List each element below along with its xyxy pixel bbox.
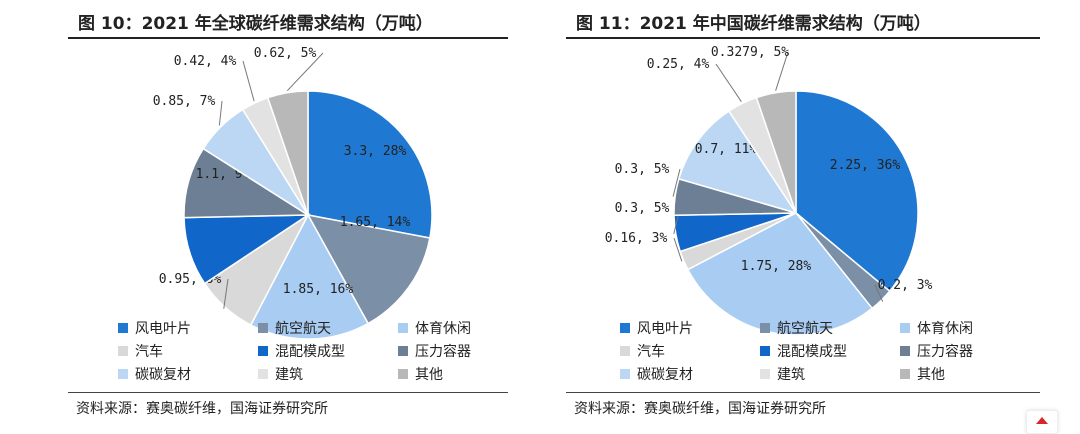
- legend-swatch: [620, 323, 630, 333]
- chart-title: 图 10：2021 年全球碳纤维需求结构（万吨）: [78, 14, 433, 34]
- legend-swatch: [760, 369, 770, 379]
- legend-item: 其他: [900, 364, 945, 384]
- slice-label: 0.2, 3%: [878, 278, 933, 293]
- source-rule: [566, 392, 1040, 393]
- title-rule: [68, 37, 508, 39]
- pie-slice: [306, 213, 431, 325]
- chart-panel-china: 图 11：2021 年中国碳纤维需求结构（万吨） 2.25, 36% 0.2, 3…: [560, 0, 1080, 429]
- legend-item: 混配模成型: [760, 341, 847, 361]
- source-note: 资料来源：赛奥碳纤维，国海证券研究所: [574, 401, 826, 417]
- legend-label: 风电叶片: [637, 321, 693, 337]
- legend-item: 航空航天: [258, 318, 331, 338]
- slice-label: 0.85, 7%: [153, 94, 216, 109]
- slice-label: 0.3, 5%: [615, 162, 670, 177]
- legend-label: 汽车: [135, 344, 163, 360]
- legend-swatch: [398, 323, 408, 333]
- legend-label: 碳碳复材: [135, 367, 191, 383]
- legend-item: 压力容器: [398, 341, 471, 361]
- legend-label: 压力容器: [415, 344, 471, 360]
- chart-panel-global: 图 10：2021 年全球碳纤维需求结构（万吨） 3.3, 28% 1.65, 1…: [0, 0, 520, 429]
- legend-item: 建筑: [760, 364, 805, 384]
- legend-label: 其他: [415, 367, 443, 383]
- slice-label: 0.3, 5%: [615, 201, 670, 216]
- legend-swatch: [258, 346, 268, 356]
- slice-label: 0.7, 11%: [695, 142, 758, 157]
- legend-swatch: [398, 346, 408, 356]
- legend-item: 体育休闲: [398, 318, 471, 338]
- slice-label: 1.65, 14%: [340, 215, 411, 230]
- legend-item: 压力容器: [900, 341, 973, 361]
- slice-label: 0.42, 4%: [174, 54, 237, 69]
- back-to-top-button[interactable]: [1026, 410, 1058, 434]
- legend-swatch: [620, 346, 630, 356]
- legend-swatch: [118, 369, 128, 379]
- legend-label: 碳碳复材: [637, 367, 693, 383]
- slice-label: 0.25, 4%: [647, 57, 710, 72]
- leader-line: [223, 278, 229, 309]
- legend-item: 体育休闲: [900, 318, 973, 338]
- legend-item: 其他: [398, 364, 443, 384]
- legend-swatch: [900, 346, 910, 356]
- leader-line: [218, 100, 223, 126]
- legend-label: 混配模成型: [275, 344, 345, 360]
- legend-label: 其他: [917, 367, 945, 383]
- chart-title: 图 11：2021 年中国碳纤维需求结构（万吨）: [576, 14, 931, 34]
- pie-chart-global: 3.3, 28%1.65, 14%1.85, 16%0.95, 8%1.06, …: [153, 46, 433, 340]
- pie-slice: [795, 90, 919, 293]
- legend-swatch: [900, 369, 910, 379]
- legend-swatch: [258, 323, 268, 333]
- leader-line: [874, 284, 884, 302]
- slice-label: 2.25, 36%: [830, 158, 901, 173]
- slice-label: 1.85, 16%: [283, 282, 354, 297]
- source-rule: [68, 392, 508, 393]
- legend-swatch: [258, 369, 268, 379]
- pie-slice: [677, 110, 798, 215]
- title-rule: [566, 37, 1040, 39]
- slice-label: 0.3279, 5%: [711, 45, 789, 60]
- legend-swatch: [760, 346, 770, 356]
- pie-slice: [686, 212, 874, 336]
- legend-label: 建筑: [275, 367, 303, 383]
- legend-label: 体育休闲: [415, 321, 471, 337]
- legend-label: 体育休闲: [917, 321, 973, 337]
- legend-swatch: [900, 323, 910, 333]
- leader-line: [672, 168, 681, 197]
- legend-item: 汽车: [620, 341, 665, 361]
- pie-slice: [266, 90, 309, 216]
- legend-label: 建筑: [777, 367, 805, 383]
- leader-line: [286, 52, 324, 92]
- slice-label: 0.62, 5%: [254, 46, 317, 61]
- slice-label: 0.16, 3%: [605, 231, 668, 246]
- leader-line: [242, 60, 255, 102]
- pie-chart-china: 2.25, 36% 0.2, 3% 1.75, 28% 0.16, 3% 0.3, 5%…: [605, 45, 933, 336]
- legend-label: 压力容器: [917, 344, 973, 360]
- legend-item: 碳碳复材: [118, 364, 191, 384]
- legend-label: 汽车: [637, 344, 665, 360]
- legend-item: 建筑: [258, 364, 303, 384]
- legend-item: 风电叶片: [620, 318, 693, 338]
- pie-slice: [307, 90, 433, 239]
- legend-item: 航空航天: [760, 318, 833, 338]
- legend-swatch: [118, 346, 128, 356]
- legend-label: 航空航天: [275, 321, 331, 337]
- leader-line: [715, 63, 742, 102]
- leader-line: [673, 237, 683, 262]
- legend-item: 碳碳复材: [620, 364, 693, 384]
- legend-label: 混配模成型: [777, 344, 847, 360]
- slice-label: 3.3, 28%: [344, 144, 407, 159]
- legend-swatch: [620, 369, 630, 379]
- legend-swatch: [398, 369, 408, 379]
- legend-swatch: [760, 323, 770, 333]
- leader-line: [775, 51, 789, 91]
- legend-item: 汽车: [118, 341, 163, 361]
- legend-item: 混配模成型: [258, 341, 345, 361]
- slice-label: 1.75, 28%: [741, 259, 812, 274]
- legend-swatch: [118, 323, 128, 333]
- legend-label: 风电叶片: [135, 321, 191, 337]
- source-note: 资料来源：赛奥碳纤维，国海证券研究所: [76, 401, 328, 417]
- pie-slice: [755, 90, 797, 214]
- legend-label: 航空航天: [777, 321, 833, 337]
- legend-item: 风电叶片: [118, 318, 191, 338]
